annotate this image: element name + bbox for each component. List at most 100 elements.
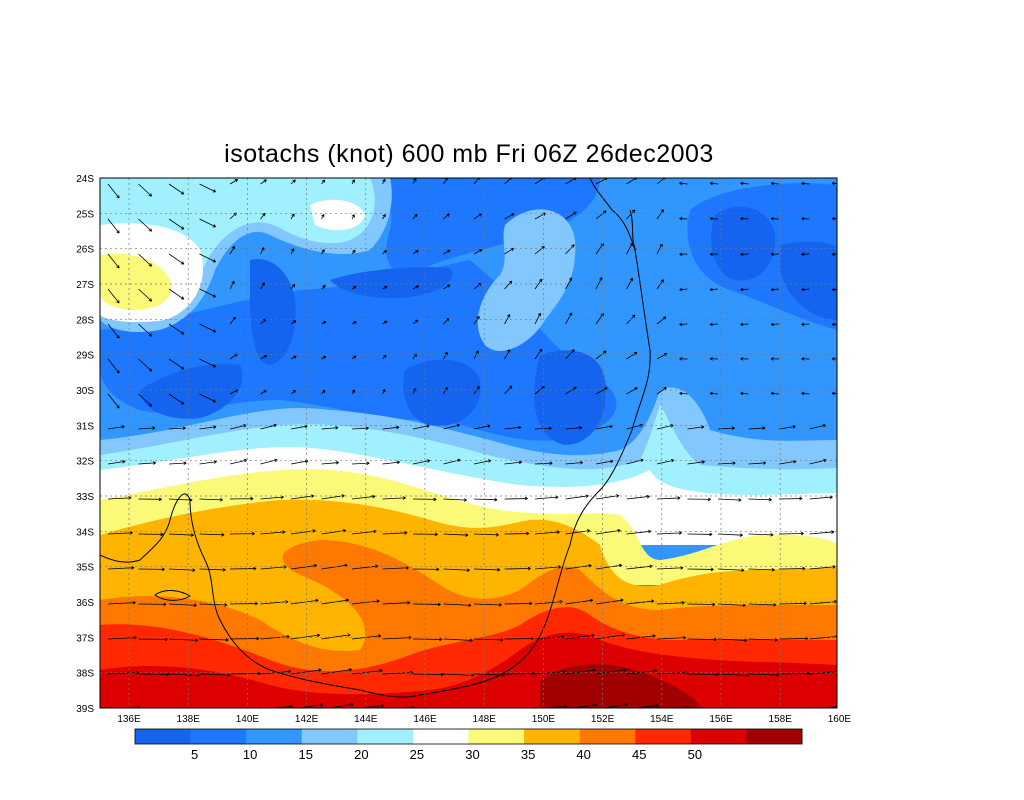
- wind-vector: [840, 669, 870, 674]
- wind-vector: [749, 709, 781, 712]
- lon-label: 158E: [769, 714, 793, 725]
- wind-vector: [229, 601, 258, 606]
- wind-vector: [740, 322, 749, 327]
- wind-vector: [138, 358, 153, 372]
- wind-vector: [321, 321, 327, 325]
- wind-vector: [679, 391, 688, 396]
- wind-vector: [382, 320, 388, 325]
- wind-vector: [107, 288, 120, 304]
- wind-vector: [504, 566, 531, 571]
- wind-vector: [412, 497, 437, 502]
- wind-vector: [748, 532, 774, 537]
- wind-vector: [565, 668, 596, 675]
- wind-vector: [831, 322, 837, 327]
- wind-vector: [801, 357, 810, 361]
- wind-vector: [321, 285, 326, 290]
- wind-vector: [412, 213, 418, 220]
- wind-vector: [631, 703, 659, 708]
- colorbar-label: 35: [521, 747, 535, 762]
- wind-vector: [199, 497, 223, 502]
- wind-vector: [709, 391, 719, 396]
- wind-vector: [595, 668, 627, 675]
- wind-vector: [740, 216, 749, 221]
- wind-vector: [740, 181, 749, 186]
- colorbar-label: 5: [191, 747, 198, 762]
- wind-vector: [473, 603, 502, 607]
- wind-vector: [321, 214, 325, 220]
- wind-vector: [687, 460, 705, 465]
- wind-vector: [138, 567, 165, 572]
- wind-vector: [840, 704, 872, 709]
- colorbar-swatch: [190, 729, 247, 744]
- wind-vector: [138, 393, 153, 407]
- wind-vector: [168, 568, 196, 572]
- wind-vector: [770, 287, 780, 292]
- wind-vector: [626, 423, 643, 430]
- lat-label: 27S: [76, 280, 94, 291]
- wind-vector: [473, 315, 480, 325]
- wind-vector: [770, 252, 780, 257]
- lat-label: 34S: [76, 527, 94, 538]
- wind-vector: [717, 603, 746, 608]
- wind-vector: [534, 278, 543, 290]
- wind-vector: [290, 179, 296, 185]
- wind-vector: [748, 603, 777, 607]
- wind-vector: [412, 637, 443, 642]
- map-title: isotachs (knot) 600 mb Fri 06Z 26dec2003: [224, 140, 714, 168]
- wind-vector: [412, 319, 419, 325]
- wind-vector: [709, 322, 719, 327]
- wind-vectors: [107, 178, 872, 712]
- wind-vector: [229, 671, 261, 676]
- wind-vector: [748, 568, 775, 572]
- wind-vector: [443, 351, 448, 360]
- wind-vector: [382, 178, 386, 185]
- wind-vector: [840, 599, 867, 604]
- wind-vector: [717, 638, 748, 643]
- wind-vector: [831, 391, 837, 396]
- colorbar-swatch: [357, 729, 414, 744]
- wind-vector: [107, 358, 120, 374]
- plot-frame: [99, 177, 838, 709]
- wind-vector: [679, 181, 688, 186]
- colorbar-frame: [134, 728, 803, 745]
- wind-vector: [199, 568, 226, 572]
- wind-vector: [709, 216, 719, 221]
- lon-label: 140E: [236, 714, 260, 725]
- colorbar-label: 40: [576, 747, 590, 762]
- colorbar-label: 10: [243, 747, 257, 762]
- wind-vector: [168, 393, 185, 405]
- wind-vector: [626, 494, 650, 500]
- wind-vector: [569, 703, 598, 708]
- wind-vector: [534, 312, 541, 325]
- wind-vector: [168, 323, 185, 335]
- colorbar-label: 15: [299, 747, 313, 762]
- wind-vector: [565, 494, 589, 500]
- colorbar-swatch: [524, 729, 581, 744]
- wind-vector: [107, 600, 136, 605]
- wind-vector: [565, 277, 573, 290]
- wind-vector: [504, 280, 513, 290]
- wind-vector: [595, 242, 604, 255]
- colorbar-swatch: [135, 729, 192, 744]
- wind-vector: [687, 567, 714, 572]
- wind-vector: [504, 531, 530, 536]
- wind-vector: [229, 179, 239, 185]
- wind-vector: [595, 313, 604, 325]
- wind-vector: [534, 348, 543, 360]
- wind-vector: [679, 216, 688, 221]
- wind-vector: [595, 598, 624, 605]
- wind-vector: [504, 460, 522, 465]
- colorbar-swatch: [579, 729, 636, 744]
- colorbar-swatch: [746, 729, 803, 744]
- wind-vector: [321, 179, 326, 185]
- wind-vector: [626, 209, 636, 220]
- colorbar-swatch: [246, 729, 303, 744]
- wind-vector: [473, 533, 499, 537]
- wind-vector: [443, 386, 448, 395]
- wind-vector: [382, 249, 387, 255]
- wind-vector: [504, 385, 513, 395]
- gridlines: [100, 178, 837, 708]
- wind-vector: [138, 218, 153, 232]
- wind-vector: [138, 497, 162, 502]
